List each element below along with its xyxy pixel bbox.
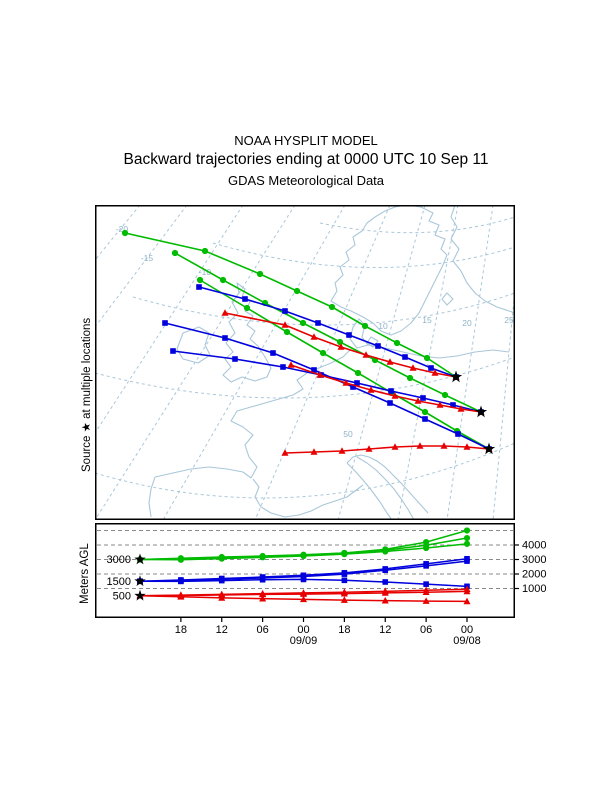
svg-text:06: 06 xyxy=(257,624,269,636)
figure-title: Backward trajectories ending at 0000 UTC… xyxy=(123,151,489,168)
svg-text:12: 12 xyxy=(216,624,228,636)
model-name: NOAA HYSPLIT MODEL xyxy=(234,133,378,148)
profile-y-axis-label: Meters AGL xyxy=(79,543,91,604)
svg-text:12: 12 xyxy=(379,624,391,636)
svg-text:3000: 3000 xyxy=(107,554,131,566)
svg-text:25: 25 xyxy=(504,315,514,325)
svg-text:09/08: 09/08 xyxy=(453,635,481,645)
height-profile-chart: 3000 1500 500 4000 3000 2000 1000 18 12 06 00 18 12 0… xyxy=(95,523,546,645)
svg-text:2000: 2000 xyxy=(522,569,546,581)
svg-text:18: 18 xyxy=(175,624,187,636)
svg-text:18: 18 xyxy=(338,624,350,636)
svg-text:-10: -10 xyxy=(199,267,212,277)
svg-text:00: 00 xyxy=(297,624,309,636)
svg-text:-15: -15 xyxy=(141,253,154,263)
map-y-axis-label: Source ★ at multiple locations xyxy=(81,317,93,472)
svg-text:4000: 4000 xyxy=(522,540,546,552)
svg-text:09/09: 09/09 xyxy=(290,635,318,645)
trajectory-map: -20 -15 -10 10 15 20 25 50 xyxy=(95,205,515,520)
svg-text:50: 50 xyxy=(343,429,353,439)
met-data-source: GDAS Meteorological Data xyxy=(227,173,385,188)
svg-text:15: 15 xyxy=(422,315,432,325)
figure-header: NOAA HYSPLIT MODEL Backward trajectories… xyxy=(0,133,612,188)
svg-text:20: 20 xyxy=(462,318,472,328)
svg-text:00: 00 xyxy=(461,624,473,636)
svg-text:500: 500 xyxy=(113,590,131,602)
svg-text:1500: 1500 xyxy=(107,576,131,588)
svg-text:3000: 3000 xyxy=(522,554,546,566)
svg-text:-20: -20 xyxy=(116,224,129,234)
svg-text:10: 10 xyxy=(378,321,388,331)
svg-text:1000: 1000 xyxy=(522,583,546,595)
svg-text:06: 06 xyxy=(420,624,432,636)
